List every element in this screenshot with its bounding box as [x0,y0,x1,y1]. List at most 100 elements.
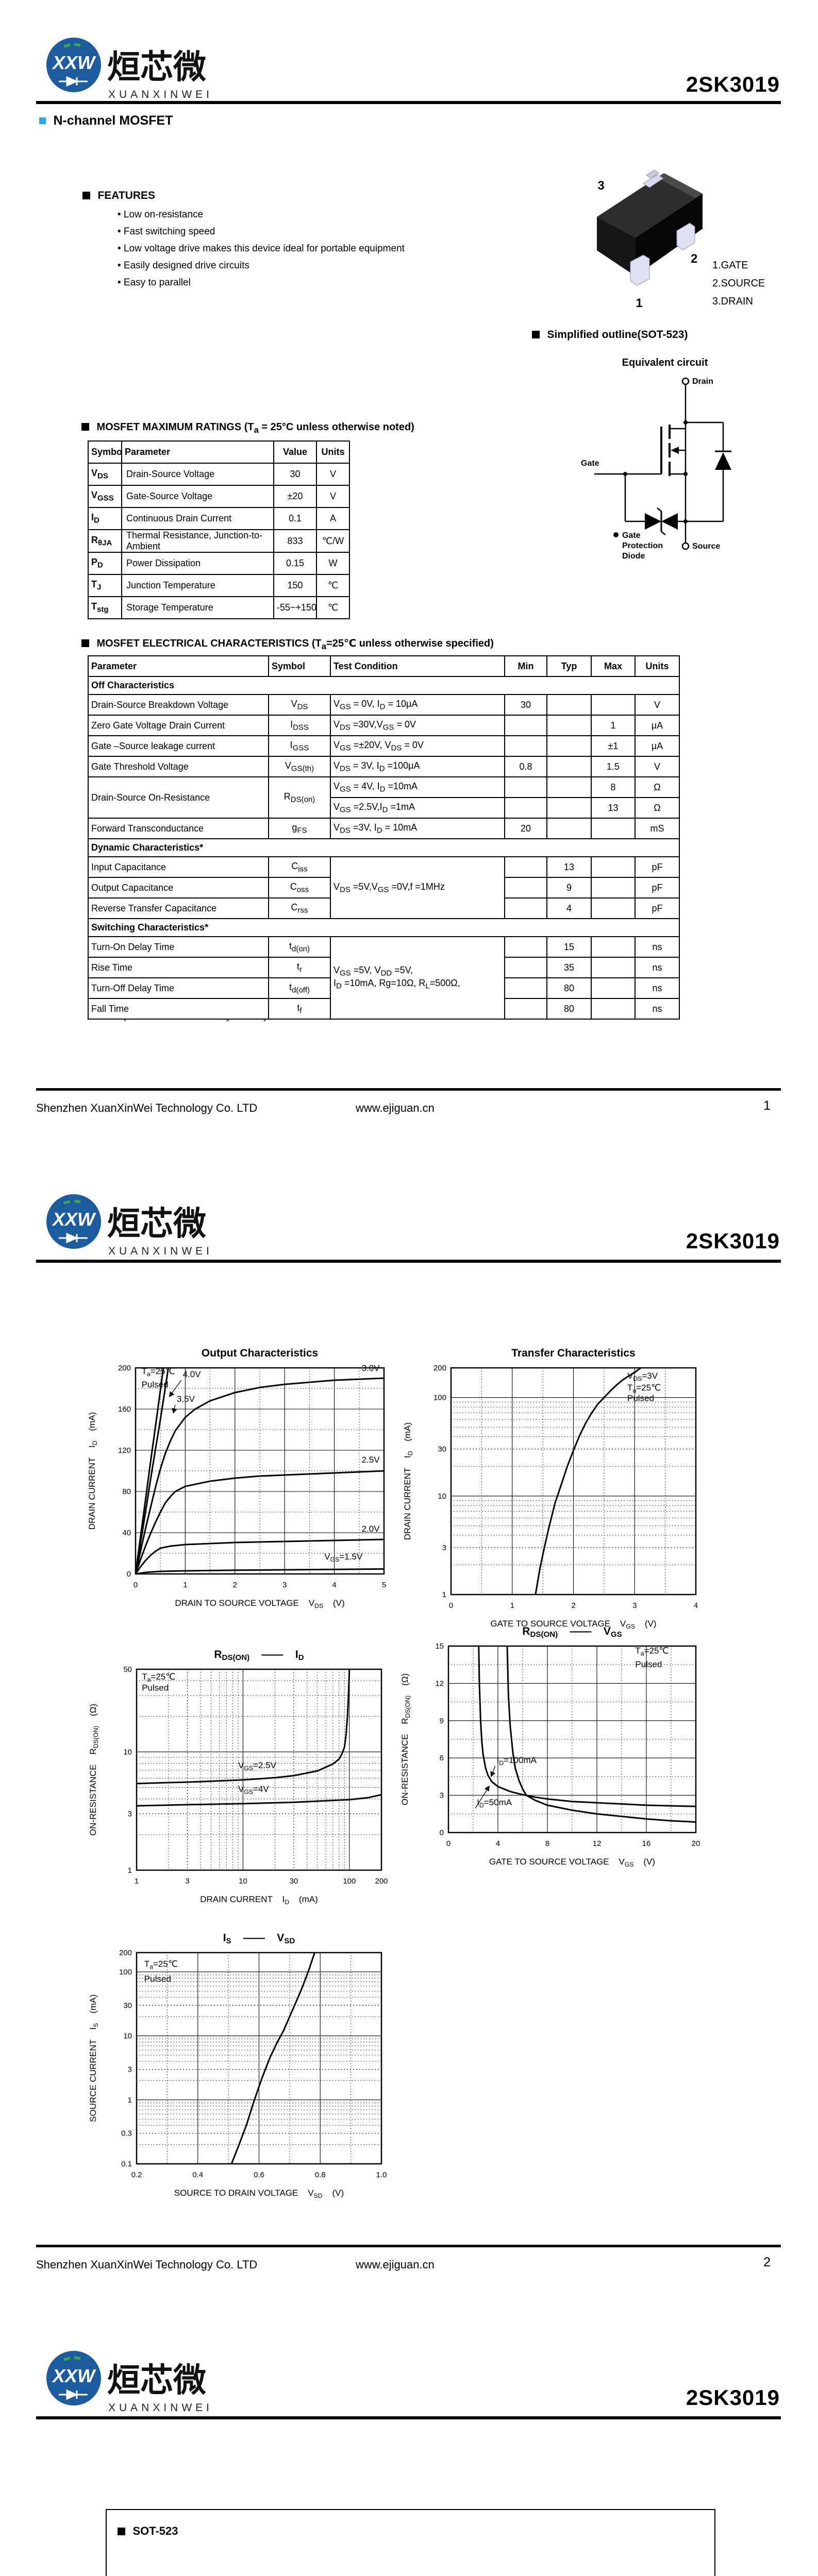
svg-text:30: 30 [123,2001,132,2010]
part-number: 2SK3019 [686,1229,780,1253]
chart-annotation: 4.0V [183,1369,202,1379]
cell: RDS(on) [268,776,331,819]
svg-text:0: 0 [440,1828,444,1837]
cell: Forward Transconductance [88,818,269,839]
svg-text:10: 10 [123,2032,132,2041]
cell [591,957,636,978]
cell: 20 [504,818,547,839]
cell: Reverse Transfer Capacitance [88,897,269,919]
svg-text:1: 1 [442,1590,446,1599]
cell: Dynamic Characteristics* [88,838,680,857]
chart-xlabel: DRAIN TO SOURCE VOLTAGE VDS (V) [175,1598,344,1609]
chart-title: Output Characteristics [202,1347,318,1359]
chart-annotation: 3.0V [362,1363,380,1373]
header-cell: Typ [546,655,592,677]
feature-item: • Easy to parallel [118,277,191,288]
svg-text:2: 2 [233,1581,237,1589]
cell: Power Dissipation [121,552,274,575]
svg-text:0: 0 [127,1570,131,1579]
cell: VDS = 3V, ID =100μA [330,756,505,777]
footer-company: Shenzhen XuanXinWei Technology Co. LTD [36,2258,258,2271]
cell [591,936,636,958]
cell: td(off) [268,977,331,999]
chart-annotation: Pulsed [142,1683,169,1692]
chart-annotation: Ta=25℃ [635,1646,669,1657]
chart-annotation: 2.5V [362,1455,380,1465]
svg-text:8: 8 [545,1839,549,1848]
svg-text:10: 10 [239,1877,247,1886]
cell [546,797,592,819]
pin1-number: 1 [636,296,642,310]
chart-title: Transfer Characteristics [511,1347,635,1359]
logo: XXW 烜芯微 XUANXINWEI [44,32,302,104]
cell: 0.8 [504,756,547,777]
chart-ylabel: ON-RESISTANCE RDS(ON) (Ω) [88,1704,99,1836]
cell [546,776,592,798]
part-number: 2SK3019 [686,72,780,96]
cell: ℃ [316,574,350,597]
header-cell: Test Condition [330,655,505,677]
cell: -55~+150 [273,596,317,619]
cell [591,998,636,1020]
svg-text:0: 0 [449,1601,453,1610]
chart-curve-VGS=2.5V [136,1470,384,1574]
cell: VDS [88,463,122,486]
svg-text:4: 4 [332,1581,336,1589]
chart-4: 0.2 0.4 0.6 0.8 1.0 0.1 0.3 1 3 10 30 100 200 Ta=25℃ P… [88,1932,387,2199]
svg-text:2: 2 [571,1601,575,1610]
cell: Zero Gate Voltage Drain Current [88,715,269,736]
gate-label: Gate [581,459,599,468]
chart-ylabel: DRAIN CURRENT ID (mA) [87,1412,98,1530]
chart-0: 0 1 2 3 4 5 0 40 80 120 160 200 Ta=25℃ Pulsed 4.0V 3.5V… [87,1347,386,1609]
svg-text:12: 12 [435,1679,444,1688]
cell: V [316,485,350,508]
footer-website: www.ejiguan.cn [356,2258,435,2271]
cell: 30 [273,463,317,486]
cell: Off Characteristics [88,676,680,695]
header-cell: Min [504,655,547,677]
svg-text:XXW: XXW [52,1209,96,1230]
chart-title: RDS(ON) —— ID [214,1649,304,1662]
cell [591,818,636,839]
svg-text:0.6: 0.6 [254,2171,264,2179]
svg-text:0.8: 0.8 [315,2171,326,2179]
cell: td(on) [268,936,331,958]
svg-text:10: 10 [438,1492,446,1501]
cell: Coss [268,877,331,899]
chart-annotation: VGS=4V [238,1784,269,1795]
cell: VDS [268,694,331,716]
cell [504,897,547,919]
pin-functions: 1.GATE 2.SOURCE 3.DRAIN [712,257,765,311]
svg-text:0.1: 0.1 [121,2160,132,2168]
section-square-icon [82,192,90,199]
svg-text:4: 4 [694,1601,698,1610]
cell: VGS = 4V, ID =10mA [330,776,505,798]
cell: Input Capacitance [88,856,269,878]
source-label: Source [692,542,720,551]
part-number: 2SK3019 [686,2385,780,2410]
cell: ns [635,977,680,999]
chart-annotation: Ta=25℃ [627,1383,661,1394]
cell [546,694,592,716]
cell: Gate-Source Voltage [121,485,274,508]
company-name-en: XUANXINWEI [108,2402,213,2414]
cell: PD [88,552,122,575]
cell: 15 [546,936,592,958]
cell: ns [635,998,680,1020]
chart-annotation: Ta=25℃ [144,1959,178,1971]
svg-text:20: 20 [692,1839,700,1848]
cell [504,856,547,878]
chart-annotation: Ta=25℃ [142,1672,175,1683]
chart-annotation: Ta=25℃ [142,1366,175,1378]
note-bullet-icon [613,532,619,537]
cell: 150 [273,574,317,597]
cell [546,818,592,839]
feature-item: • Fast switching speed [118,226,215,237]
cell: IGSS [268,735,331,757]
footer-rule [36,1088,781,1091]
cell: Drain-Source On-Resistance [88,776,269,819]
features-title: FEATURES [82,190,155,202]
svg-text:3: 3 [128,2065,132,2074]
